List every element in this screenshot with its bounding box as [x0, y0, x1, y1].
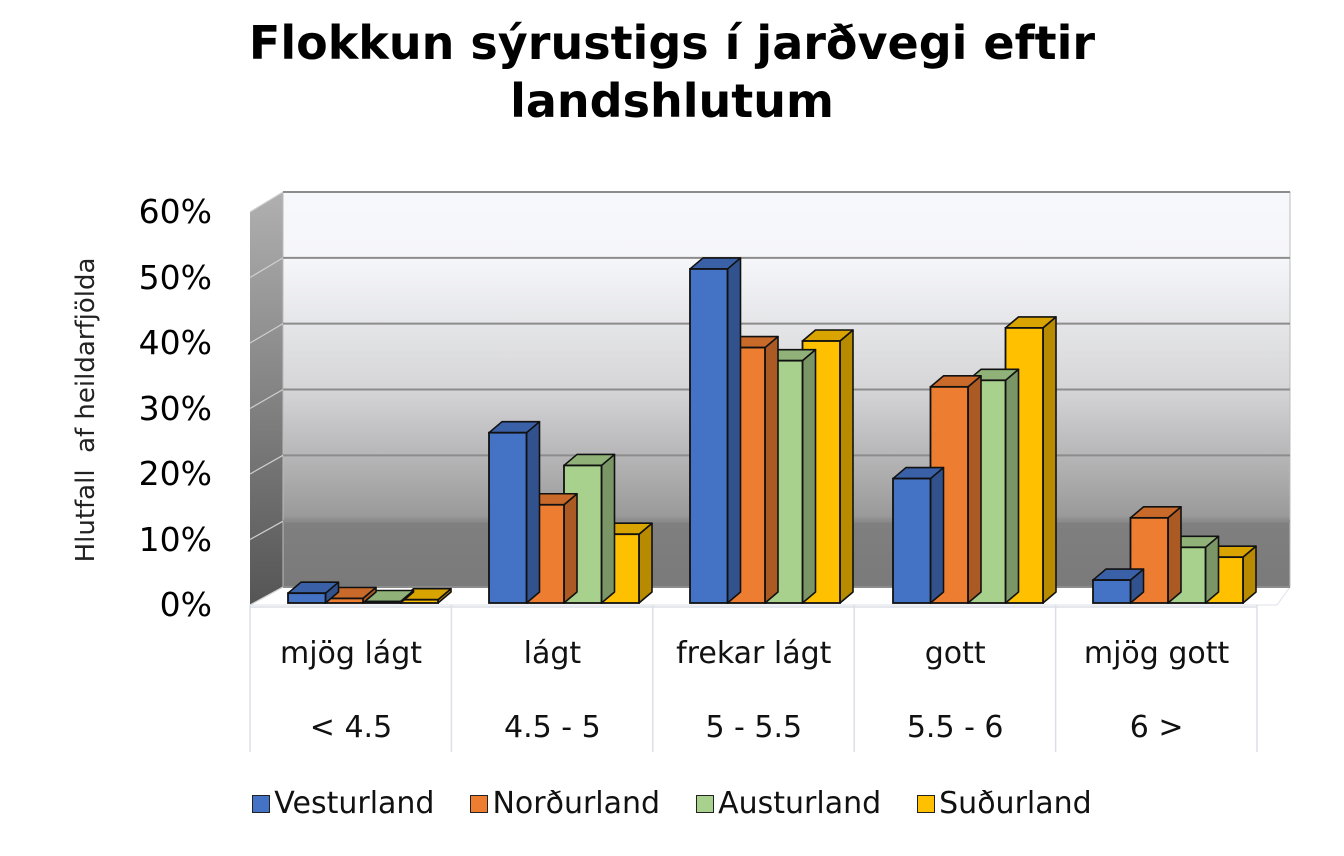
legend-item-suðurland: Suðurland: [917, 786, 1092, 821]
chart-title: Flokkun sýrustigs í jarðvegi eftir lands…: [0, 14, 1344, 130]
category-name: gott: [924, 636, 986, 671]
y-axis-label: Hlutfall af heildarfjölda: [71, 257, 101, 563]
category-name: mjög lágt: [279, 636, 423, 671]
y-tick-label: 20%: [138, 454, 212, 493]
legend-label: Norðurland: [492, 786, 661, 821]
y-tick-label: 40%: [138, 323, 212, 362]
legend-label: Austurland: [718, 786, 882, 821]
category-range: 5 - 5.5: [705, 710, 803, 745]
bar-vesturland: [892, 466, 945, 604]
y-tick-label: 10%: [138, 519, 212, 559]
category-name: frekar lágt: [676, 636, 832, 671]
legend-label: Suðurland: [939, 786, 1092, 821]
legend-swatch-icon: [917, 794, 936, 813]
bar-vesturland: [689, 257, 742, 604]
bar-series-group: [287, 257, 1257, 604]
bar-vesturland: [1092, 568, 1145, 604]
y-tick-label: 60%: [138, 192, 212, 231]
y-tick-label: 50%: [138, 257, 212, 297]
category-range: 6 >: [1129, 710, 1184, 745]
bar-vesturland: [488, 420, 541, 604]
category-name: lágt: [523, 636, 582, 671]
category-range: 5.5 - 6: [906, 710, 1004, 745]
legend-item-norðurland: Norðurland: [470, 786, 660, 821]
gridline-side: [249, 586, 284, 606]
gridline-side: [249, 520, 284, 541]
legend-swatch-icon: [696, 794, 715, 813]
legend-item-austurland: Austurland: [696, 786, 881, 821]
gridline-side: [249, 388, 284, 410]
gridline-side: [249, 257, 284, 279]
chart-title-line-2: landshlutum: [510, 74, 834, 128]
y-tick-label: 0%: [159, 585, 212, 624]
legend-label: Vesturland: [274, 786, 435, 821]
legend-swatch-icon: [470, 794, 489, 813]
legend-swatch-icon: [252, 794, 271, 813]
legend-item-vesturland: Vesturland: [252, 786, 434, 821]
gridline-side: [249, 323, 284, 344]
bar-vesturland: [287, 581, 340, 604]
chart-title-line-1: Flokkun sýrustigs í jarðvegi eftir: [248, 16, 1096, 70]
category-range: < 4.5: [309, 710, 393, 745]
category-name: mjög gott: [1083, 636, 1230, 671]
category-range: 4.5 - 5: [504, 710, 601, 745]
legend: Vesturland Norðurland Austurland Suðurland: [0, 786, 1344, 821]
y-tick-label: 30%: [138, 388, 212, 428]
gridline-side: [249, 191, 284, 213]
gridline-side: [249, 454, 284, 475]
